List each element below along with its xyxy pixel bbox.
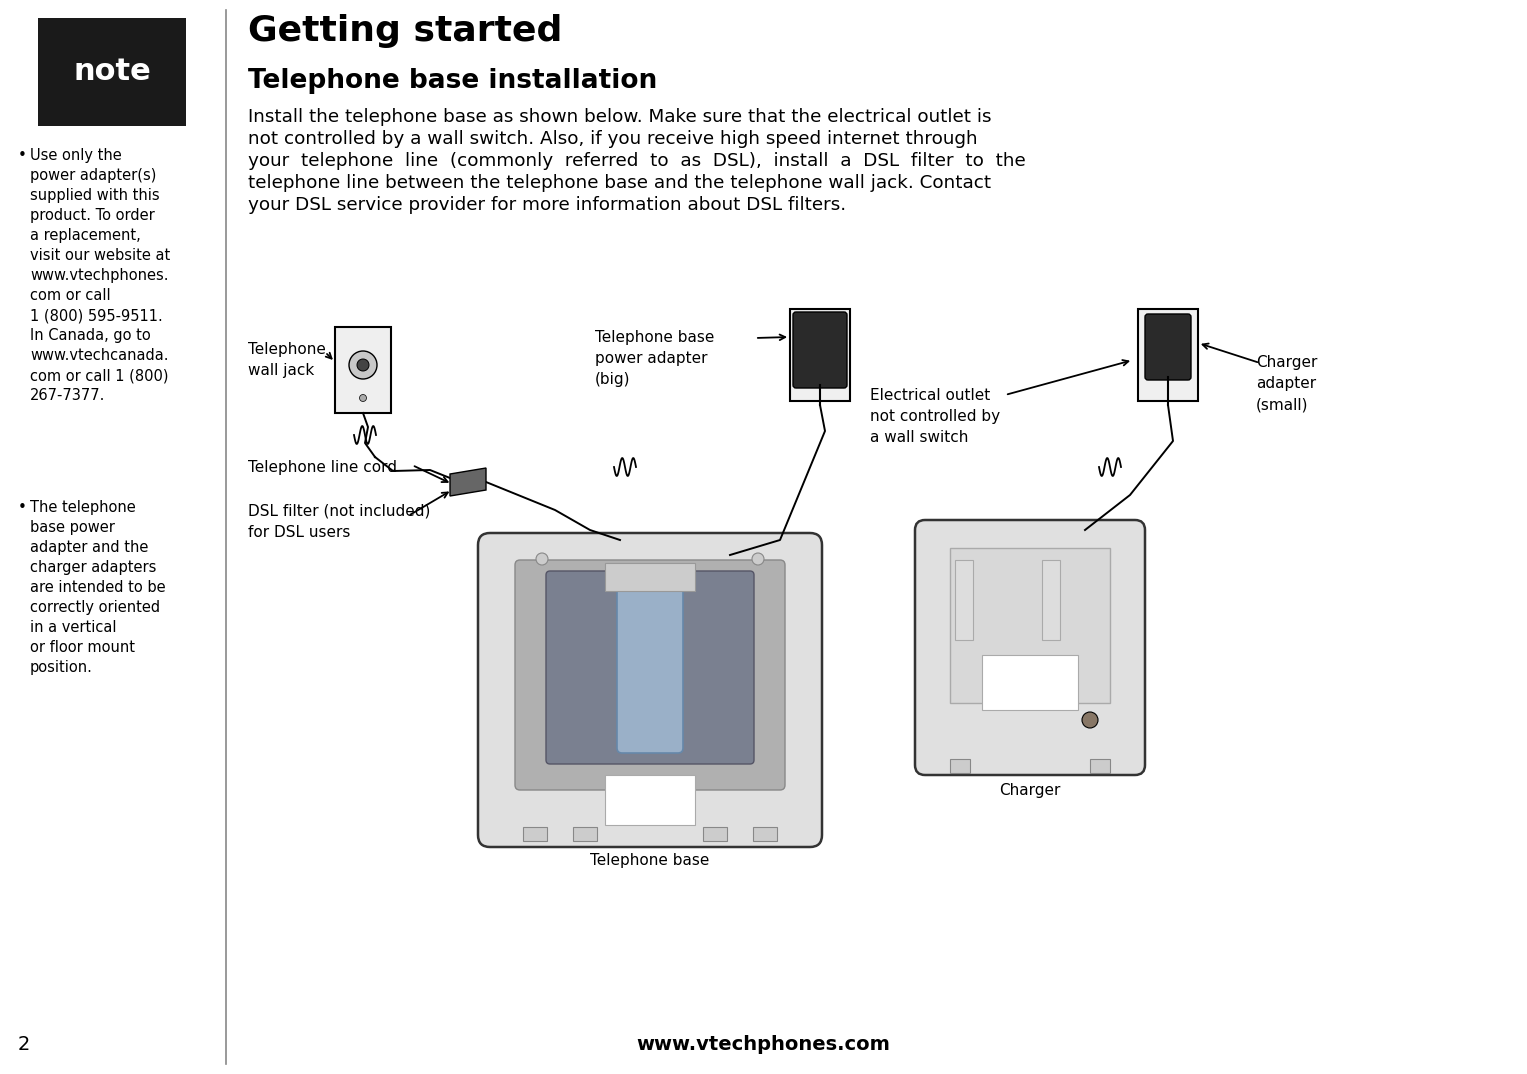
Circle shape: [751, 553, 764, 565]
Bar: [982, 655, 1078, 710]
FancyBboxPatch shape: [617, 578, 683, 753]
Text: www.vtechphones.com: www.vtechphones.com: [637, 1035, 890, 1054]
FancyBboxPatch shape: [793, 313, 847, 388]
Bar: [334, 326, 391, 413]
Text: •: •: [18, 500, 27, 516]
Circle shape: [634, 813, 641, 821]
Text: Telephone line cord: Telephone line cord: [247, 460, 397, 475]
Circle shape: [1083, 712, 1098, 728]
Bar: [702, 827, 727, 841]
Bar: [573, 827, 597, 841]
FancyBboxPatch shape: [915, 520, 1145, 775]
Bar: [618, 783, 683, 806]
Bar: [1138, 309, 1199, 401]
Text: Telephone base
power adapter
(big): Telephone base power adapter (big): [596, 330, 715, 387]
Bar: [950, 548, 1110, 703]
Bar: [789, 309, 851, 401]
FancyBboxPatch shape: [478, 533, 822, 847]
Circle shape: [536, 553, 548, 565]
Polygon shape: [450, 468, 486, 496]
Bar: [38, 18, 186, 126]
Circle shape: [350, 351, 377, 379]
Bar: [954, 560, 973, 640]
Text: your DSL service provider for more information about DSL filters.: your DSL service provider for more infor…: [247, 195, 846, 214]
Bar: [1041, 560, 1060, 640]
Text: Charger
adapter
(small): Charger adapter (small): [1257, 355, 1318, 412]
Text: note: note: [73, 58, 151, 87]
Circle shape: [658, 813, 666, 821]
Text: The telephone
base power
adapter and the
charger adapters
are intended to be
cor: The telephone base power adapter and the…: [31, 500, 165, 676]
Text: Use only the
power adapter(s)
supplied with this
product. To order
a replacement: Use only the power adapter(s) supplied w…: [31, 148, 169, 404]
Bar: [1090, 759, 1110, 773]
Text: Telephone
wall jack: Telephone wall jack: [247, 342, 325, 378]
Text: Electrical outlet
not controlled by
a wall switch: Electrical outlet not controlled by a wa…: [870, 388, 1000, 445]
Bar: [605, 775, 695, 825]
Text: •: •: [18, 148, 27, 163]
Text: Charger: Charger: [999, 783, 1061, 798]
Text: Install the telephone base as shown below. Make sure that the electrical outlet : Install the telephone base as shown belo…: [247, 108, 991, 126]
Bar: [753, 827, 777, 841]
Text: telephone line between the telephone base and the telephone wall jack. Contact: telephone line between the telephone bas…: [247, 174, 991, 192]
Bar: [605, 563, 695, 591]
FancyBboxPatch shape: [1145, 314, 1191, 380]
Circle shape: [646, 813, 654, 821]
Text: Telephone base installation: Telephone base installation: [247, 68, 657, 95]
Bar: [524, 827, 547, 841]
Text: not controlled by a wall switch. Also, if you receive high speed internet throug: not controlled by a wall switch. Also, i…: [247, 130, 977, 148]
Text: DSL filter (not included)
for DSL users: DSL filter (not included) for DSL users: [247, 504, 431, 540]
Circle shape: [357, 359, 370, 371]
Text: 2: 2: [18, 1035, 31, 1054]
Text: Telephone base: Telephone base: [591, 853, 710, 868]
Text: your  telephone  line  (commonly  referred  to  as  DSL),  install  a  DSL  filt: your telephone line (commonly referred t…: [247, 153, 1026, 170]
FancyBboxPatch shape: [515, 560, 785, 790]
Text: Getting started: Getting started: [247, 14, 562, 48]
Circle shape: [359, 394, 366, 402]
FancyBboxPatch shape: [547, 571, 754, 764]
Bar: [950, 759, 970, 773]
